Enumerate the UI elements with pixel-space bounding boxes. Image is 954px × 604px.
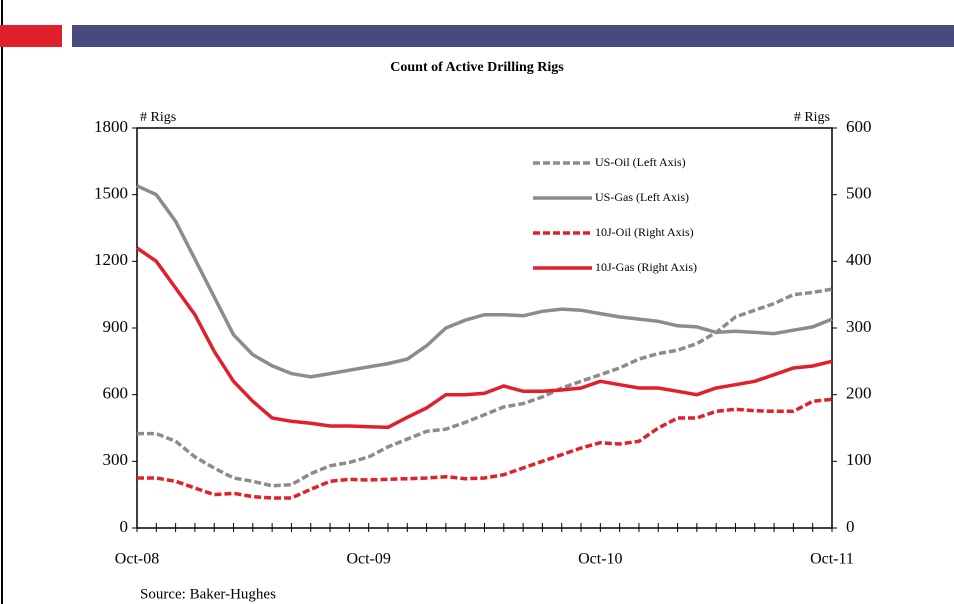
y2-axis-label: # Rigs [794, 110, 830, 125]
y2-tick-label: 100 [846, 450, 872, 469]
y-tick-label: 300 [103, 450, 129, 469]
legend-label: US-Oil (Left Axis) [595, 155, 686, 169]
chart-title: Count of Active Drilling Rigs [390, 60, 564, 75]
y-axis-label: # Rigs [140, 110, 176, 125]
y-tick-label: 1800 [94, 117, 128, 136]
y-tick-label: 1200 [94, 250, 128, 269]
y2-tick-label: 0 [846, 517, 855, 536]
y-tick-label: 0 [120, 517, 129, 536]
series-line [136, 184, 833, 379]
y-tick-label: 900 [103, 317, 129, 336]
y2-tick-label: 300 [846, 317, 872, 336]
header-bar [72, 25, 954, 47]
y-tick-label: 600 [103, 384, 129, 403]
x-tick-label: Oct-09 [346, 551, 390, 568]
y2-tick-label: 400 [846, 250, 872, 269]
header-accent [0, 25, 62, 47]
x-tick-label: Oct-10 [578, 551, 622, 568]
plot-frame [136, 127, 833, 529]
source-note: Source: Baker-Hughes [140, 586, 276, 602]
legend-label: 10J-Gas (Right Axis) [595, 260, 697, 274]
series-line [137, 397, 833, 500]
y2-tick-label: 500 [846, 184, 872, 203]
y2-tick-label: 200 [846, 384, 872, 403]
y2-tick-label: 600 [846, 117, 872, 136]
legend-label: 10J-Oil (Right Axis) [595, 225, 694, 239]
series-line [136, 246, 833, 430]
y-tick-label: 1500 [94, 184, 128, 203]
x-tick-label: Oct-11 [810, 551, 854, 568]
x-tick-label: Oct-08 [115, 551, 159, 568]
legend-label: US-Gas (Left Axis) [595, 190, 689, 204]
